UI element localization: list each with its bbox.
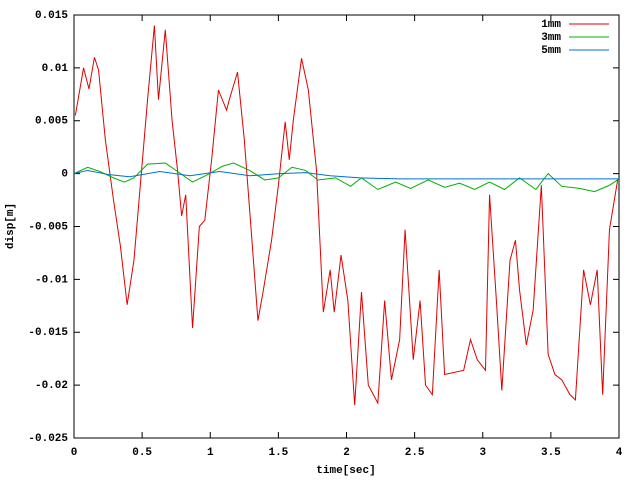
x-tick-label: 3.5 <box>541 447 561 459</box>
x-tick-label: 2 <box>343 447 350 459</box>
y-tick-label: -0.005 <box>28 221 68 233</box>
legend-label: 1mm <box>541 19 561 31</box>
y-tick-label: -0.02 <box>35 380 68 392</box>
series-line <box>73 162 620 193</box>
series-line <box>73 169 619 180</box>
x-tick-label: 3 <box>479 447 486 459</box>
y-tick-label: 0.01 <box>42 63 69 75</box>
y-tick-label: 0 <box>61 169 68 181</box>
x-tick-label: 1 <box>207 447 214 459</box>
y-tick-label: -0.025 <box>28 433 68 445</box>
legend-label: 3mm <box>541 32 561 44</box>
x-axis-label: time[sec] <box>316 465 375 477</box>
x-tick-label: 1.5 <box>268 447 288 459</box>
y-axis-label: disp[m] <box>5 203 17 249</box>
x-tick-label: 2.5 <box>405 447 425 459</box>
x-tick-label: 0 <box>71 447 78 459</box>
legend-label: 5mm <box>541 45 561 57</box>
plot-frame <box>73 14 620 439</box>
y-tick-label: 0.005 <box>35 116 68 128</box>
y-tick-label: -0.01 <box>35 274 68 286</box>
y-tick-label: 0.015 <box>35 10 68 22</box>
x-tick-label: 4 <box>616 447 623 459</box>
y-tick-label: -0.015 <box>28 327 68 339</box>
x-tick-label: 0.5 <box>132 447 152 459</box>
series-line <box>74 25 619 406</box>
